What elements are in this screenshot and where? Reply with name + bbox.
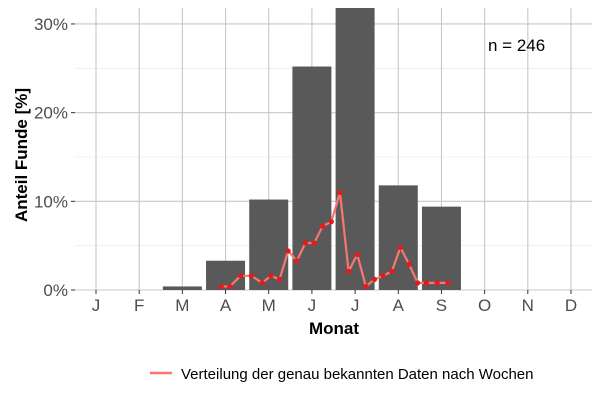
y-axis-title: Anteil Funde [%]	[12, 88, 31, 222]
bar-M	[162, 286, 202, 290]
y-tick-label: 20%	[34, 104, 68, 123]
weekly-point	[346, 268, 352, 274]
weekly-point	[415, 280, 421, 286]
x-tick-label: F	[134, 296, 144, 315]
n-annotation: n = 246	[488, 36, 545, 55]
weekly-point	[397, 244, 404, 251]
weekly-point	[320, 223, 326, 229]
weekly-point	[248, 273, 255, 279]
weekly-point	[285, 248, 291, 254]
weekly-point	[363, 283, 369, 290]
x-tick-label: J	[351, 296, 360, 315]
x-tick-label: O	[478, 296, 491, 315]
weekly-point	[238, 273, 244, 279]
y-axis-ticks: 0% 10% 20% 30%	[34, 15, 75, 300]
weekly-point	[434, 280, 440, 286]
weekly-point	[259, 280, 265, 286]
weekly-point	[337, 189, 343, 196]
legend-label: Verteilung der genau bekannten Daten nac…	[181, 366, 534, 383]
weekly-point	[371, 276, 378, 282]
x-tick-label: J	[92, 296, 101, 315]
weekly-point	[218, 283, 224, 290]
weekly-point	[276, 276, 283, 282]
bar-J	[292, 66, 332, 290]
y-tick-label: 0%	[43, 281, 68, 300]
x-tick-label: M	[175, 296, 189, 315]
weekly-point	[268, 273, 274, 279]
x-tick-label: J	[308, 296, 317, 315]
weekly-point	[328, 219, 334, 225]
x-axis-title: Monat	[309, 319, 359, 338]
bar-A	[378, 185, 418, 290]
y-tick-label: 10%	[34, 192, 68, 211]
x-tick-label: D	[565, 296, 577, 315]
weekly-point	[423, 280, 429, 286]
y-tick-label: 30%	[34, 15, 68, 34]
bars	[162, 8, 461, 290]
weekly-point	[302, 240, 309, 246]
x-tick-label: A	[220, 296, 232, 315]
weekly-point	[389, 268, 395, 274]
weekly-point	[380, 273, 386, 279]
bar-J	[335, 8, 375, 290]
weekly-point	[227, 283, 233, 290]
weekly-point	[294, 258, 300, 264]
x-tick-label: A	[393, 296, 405, 315]
weekly-point	[311, 240, 317, 246]
x-tick-label: S	[436, 296, 447, 315]
bar-S	[421, 206, 461, 290]
weekly-point	[354, 251, 360, 258]
legend: Verteilung der genau bekannten Daten nac…	[150, 366, 534, 383]
weekly-point	[445, 280, 451, 286]
x-tick-label: M	[262, 296, 276, 315]
x-tick-label: N	[522, 296, 534, 315]
weekly-points	[218, 189, 451, 290]
weekly-point	[406, 261, 412, 267]
